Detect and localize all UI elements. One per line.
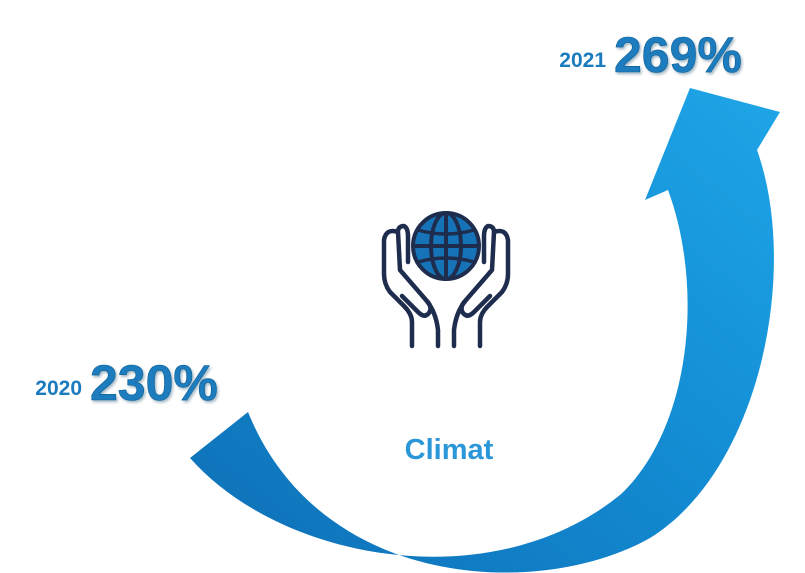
center-label: Climat (405, 434, 494, 466)
start-year: 2020 (35, 377, 82, 400)
end-year: 2021 (559, 49, 606, 72)
left-hand-icon (381, 223, 441, 349)
hands-globe-icon (381, 211, 511, 349)
right-hand-icon (451, 223, 511, 349)
start-value: 230% (90, 355, 218, 411)
growth-arrow (190, 88, 780, 573)
globe-icon (411, 211, 481, 281)
end-value: 269% (614, 27, 742, 83)
